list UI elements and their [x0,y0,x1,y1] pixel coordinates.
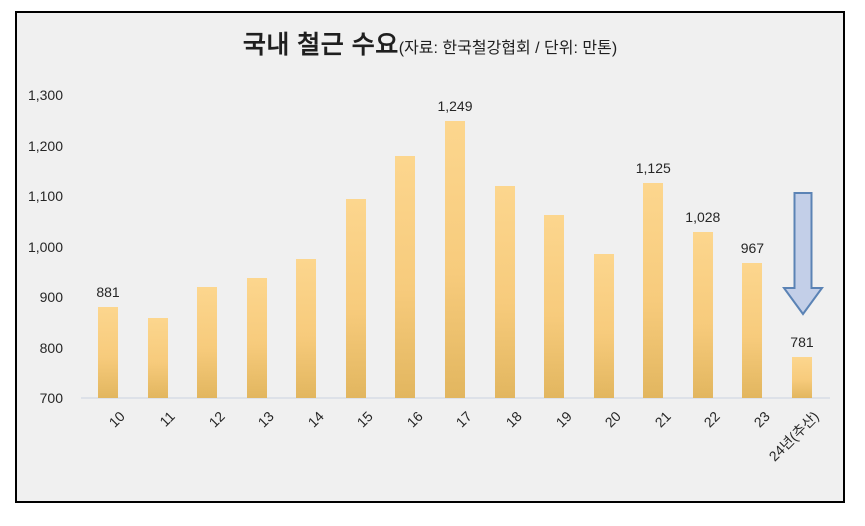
data-label: 881 [96,284,120,300]
bar-22 [692,232,713,398]
bar-14 [296,259,317,398]
y-axis-tick-label: 700 [39,390,63,406]
y-axis-tick-label: 1,300 [27,87,63,103]
bar-24년(추산) [791,357,812,398]
x-axis-line [81,397,830,399]
bar-16 [395,156,416,398]
chart-title: 국내 철근 수요(자료: 한국철강협회 / 단위: 만톤) [17,29,843,65]
bar-13 [246,278,267,398]
x-axis-tick-label: 23 [750,408,773,431]
data-label: 1,249 [437,98,473,114]
bar-20 [593,254,614,398]
bar-19 [544,215,565,398]
bar-23 [742,263,763,398]
x-axis-tick-label: 21 [651,408,674,431]
bar-12 [197,287,218,398]
data-label: 1,125 [635,160,671,176]
data-label: 967 [740,240,765,256]
data-label: 1,028 [685,209,721,225]
chart-subtitle-text: (자료: 한국철강협회 / 단위: 만톤) [398,40,618,57]
x-axis-tick-label: 12 [205,408,228,431]
x-axis-tick-label: 13 [254,408,278,431]
y-axis-tick-label: 800 [39,339,63,356]
y-axis-tick-label: 1,100 [27,188,63,204]
x-axis-tick-label: 15 [353,408,377,431]
x-axis-tick-label: 10 [105,408,129,431]
x-axis-tick-label: 16 [403,408,426,431]
x-axis-tick-label: 22 [700,408,724,431]
bar-18 [494,186,515,398]
down-arrow-shape [782,192,824,316]
x-axis-tick-label: 24년(추산) [766,408,823,465]
plot-area: 700 800 900 1,000 1,100 1,200 1,300 881 10 11 12 13… [17,13,843,501]
y-axis-tick-label: 1,000 [27,238,63,255]
bar-11 [147,318,168,398]
x-axis-tick-label: 19 [552,408,575,431]
chart-frame: 국내 철근 수요(자료: 한국철강협회 / 단위: 만톤) 700 800 900 1… [15,11,845,503]
x-axis-tick-label: 17 [452,408,476,431]
x-axis-tick-label: 14 [304,408,327,431]
x-axis-tick-label: 11 [156,408,178,430]
bar-10 [98,307,118,398]
bar-21 [643,183,664,398]
x-axis-tick-label: 20 [601,408,625,431]
x-axis-tick-label: 18 [502,408,525,431]
y-axis-tick-label: 900 [39,289,63,305]
bar-17 [444,121,465,398]
down-arrow-icon [782,192,824,316]
y-axis-tick-label: 1,200 [27,137,63,154]
data-label: 781 [790,334,814,350]
bar-15 [345,199,366,398]
chart-title-text: 국내 철근 수요 [242,31,399,59]
